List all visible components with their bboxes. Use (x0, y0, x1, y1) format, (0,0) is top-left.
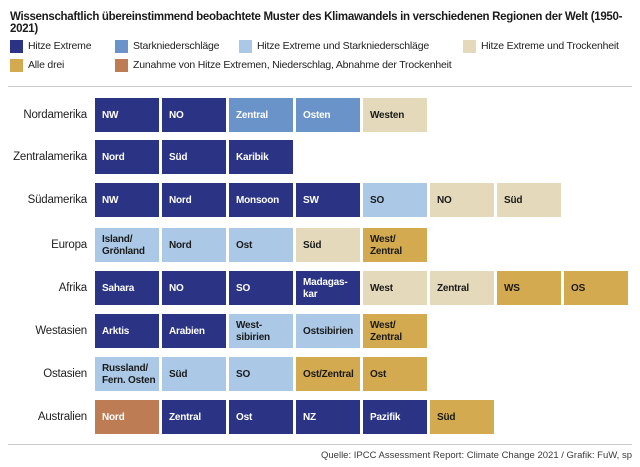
legend-item: Starkniederschläge (115, 39, 219, 53)
region-cell: NO (430, 183, 494, 217)
legend-label: Hitze Extreme und Trockenheit (481, 40, 619, 52)
region-cell: SO (229, 271, 293, 305)
legend-swatch-hitze-und-stark (239, 39, 252, 53)
region-cell: Sahara (95, 271, 159, 305)
row-label: Zentralamerika (13, 151, 87, 163)
region-cell: West (363, 271, 427, 305)
region-cell: Pazifik (363, 400, 427, 434)
region-cell: Island/ Grönland (95, 228, 159, 262)
region-cell: Osten (296, 98, 360, 132)
region-cell: Westen (363, 98, 427, 132)
region-cell: Zentral (430, 271, 494, 305)
row-label: Europa (51, 239, 87, 251)
legend-swatch-zunahme (115, 58, 128, 72)
region-cell: Süd (296, 228, 360, 262)
source-credit: Quelle: IPCC Assessment Report: Climate … (321, 450, 632, 461)
legend-item: Hitze Extreme und Starkniederschläge (239, 39, 429, 53)
region-cell: Ost (229, 400, 293, 434)
region-cell: Karibik (229, 140, 293, 174)
region-cell: SW (296, 183, 360, 217)
region-cell: SO (363, 183, 427, 217)
region-cell: NW (95, 183, 159, 217)
chart-title: Wissenschaftlich übereinstimmend beobach… (10, 11, 623, 35)
region-cell: West- sibirien (229, 314, 293, 348)
legend-swatch-hitze-und-trockenheit (463, 39, 476, 53)
row-label: Afrika (58, 282, 87, 294)
region-cell: Nord (95, 140, 159, 174)
row-label: Nordamerika (23, 109, 87, 121)
region-row-westasien: Westasien Arktis Arabien West- sibirien … (0, 314, 640, 348)
region-cell: Süd (497, 183, 561, 217)
legend-label: Starkniederschläge (133, 40, 220, 52)
region-cell: Ost/Zentral (296, 357, 360, 391)
legend-item: Hitze Extreme und Trockenheit (463, 39, 619, 53)
region-row-suedamerika: Südamerika NW Nord Monsoon SW SO NO Süd (0, 183, 640, 217)
legend-label: Hitze Extreme und Starkniederschläge (257, 40, 429, 52)
legend-label: Alle drei (28, 59, 65, 71)
region-row-zentralamerika: Zentralamerika Nord Süd Karibik (0, 140, 640, 174)
legend-item: Alle drei (10, 58, 64, 72)
legend-swatch-hitze-extreme (10, 39, 23, 53)
region-cell: Nord (162, 183, 226, 217)
region-cell: Arktis (95, 314, 159, 348)
divider-line-bottom (8, 444, 632, 445)
legend-swatch-alle-drei (10, 58, 23, 72)
divider-line-top (8, 86, 632, 87)
region-cell: Madagas- kar (296, 271, 360, 305)
region-cell: NO (162, 98, 226, 132)
region-cell: Ostsibirien (296, 314, 360, 348)
legend-swatch-starkniederschlaege (115, 39, 128, 53)
region-cell: Zentral (229, 98, 293, 132)
region-cell: West/ Zentral (363, 314, 427, 348)
region-cell: Nord (95, 400, 159, 434)
region-cell: Ost (229, 228, 293, 262)
region-cell: NZ (296, 400, 360, 434)
row-label: Westasien (35, 325, 87, 337)
row-label: Ostasien (43, 368, 87, 380)
region-cell: NW (95, 98, 159, 132)
region-cell: Nord (162, 228, 226, 262)
row-label: Australien (37, 411, 87, 423)
region-row-australien: Australien Nord Zentral Ost NZ Pazifik S… (0, 400, 640, 434)
region-cell: Zentral (162, 400, 226, 434)
legend-label: Hitze Extreme (28, 40, 92, 52)
region-row-europa: Europa Island/ Grönland Nord Ost Süd Wes… (0, 228, 640, 262)
region-cell: Süd (430, 400, 494, 434)
legend-item: Hitze Extreme (10, 39, 92, 53)
region-cell: Russland/ Fern. Osten (95, 357, 159, 391)
row-label: Südamerika (27, 194, 88, 206)
region-cell: OS (564, 271, 628, 305)
region-cell: Arabien (162, 314, 226, 348)
legend-item: Zunahme von Hitze Extremen, Niederschlag… (115, 58, 452, 72)
region-cell: WS (497, 271, 561, 305)
region-cell: SO (229, 357, 293, 391)
region-cell: NO (162, 271, 226, 305)
region-row-afrika: Afrika Sahara NO SO Madagas- kar West Ze… (0, 271, 640, 305)
region-cell: Monsoon (229, 183, 293, 217)
region-cell: West/ Zentral (363, 228, 427, 262)
region-row-nordamerika: Nordamerika NW NO Zentral Osten Westen (0, 98, 640, 132)
region-cell: Süd (162, 140, 226, 174)
region-cell: Süd (162, 357, 226, 391)
region-row-ostasien: Ostasien Russland/ Fern. Osten Süd SO Os… (0, 357, 640, 391)
legend-label: Zunahme von Hitze Extremen, Niederschlag… (133, 59, 452, 71)
region-cell: Ost (363, 357, 427, 391)
